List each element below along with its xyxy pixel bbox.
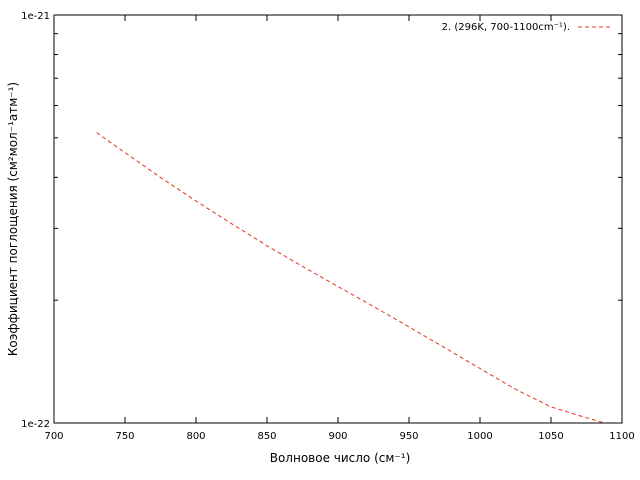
y-ticks: 1e-22 1e-21 xyxy=(21,11,622,430)
plot-frame xyxy=(53,14,623,424)
x-axis-title: Волновое число (см⁻¹) xyxy=(270,451,411,465)
x-tick-label: 800 xyxy=(186,431,205,442)
legend: 2. (296K, 700-1100cm⁻¹). xyxy=(442,22,612,33)
x-tick-label: 1000 xyxy=(467,431,492,442)
x-tick-label: 750 xyxy=(115,431,134,442)
x-ticks: 700 750 800 850 900 950 1000 1050 1100 xyxy=(44,15,635,442)
x-tick-label: 850 xyxy=(257,431,276,442)
x-tick-label: 700 xyxy=(44,431,63,442)
y-tick-label: 1e-22 xyxy=(21,419,50,430)
y-axis-title: Коэффициент поглощения (см²мол⁻¹атм⁻¹) xyxy=(6,82,20,356)
x-tick-label: 1050 xyxy=(538,431,563,442)
y-tick-label: 1e-21 xyxy=(21,11,50,22)
legend-label: 2. (296K, 700-1100cm⁻¹). xyxy=(442,22,570,33)
x-tick-label: 950 xyxy=(399,431,418,442)
x-tick-label: 900 xyxy=(328,431,347,442)
series-group xyxy=(96,132,606,424)
x-tick-label: 1100 xyxy=(609,431,634,442)
series-line xyxy=(96,132,606,424)
